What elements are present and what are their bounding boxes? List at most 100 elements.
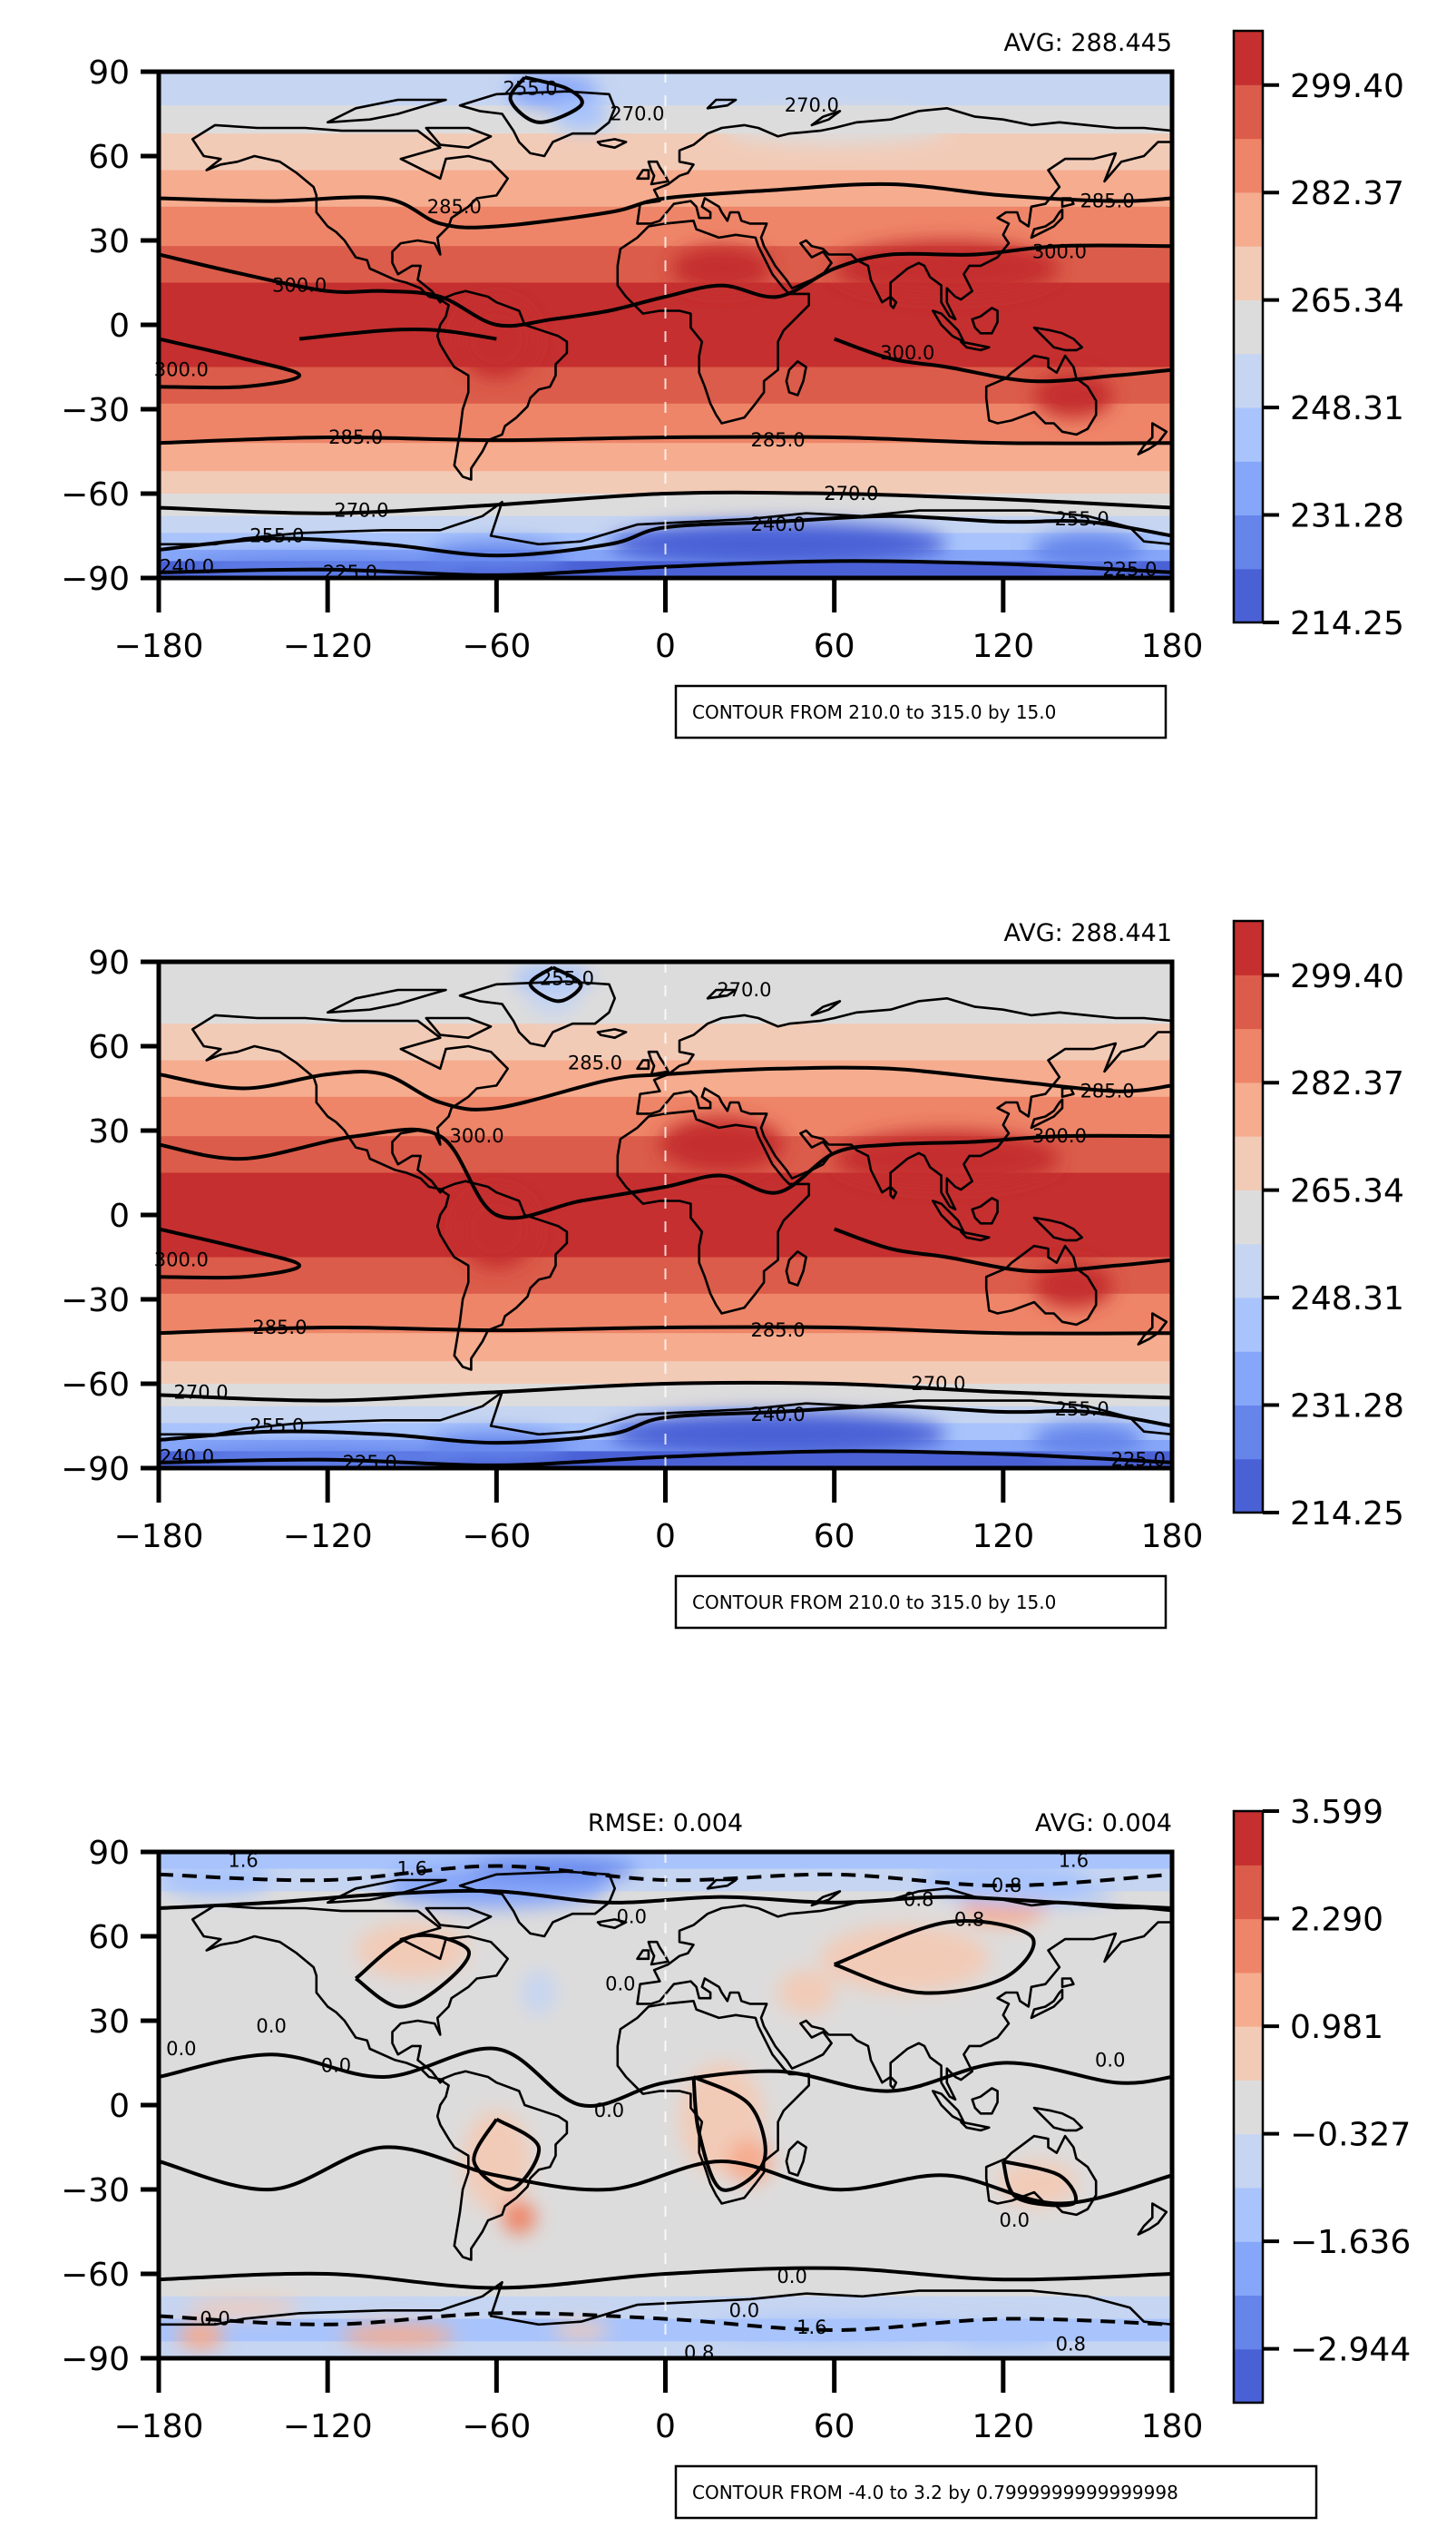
x-tick-label: −120 (283, 1518, 373, 1555)
colorbar-swatch (1234, 2133, 1263, 2189)
colorbar-swatch (1234, 1918, 1263, 1974)
color-region-5 (1033, 1262, 1113, 1308)
coastline-9 (1030, 1988, 1064, 2020)
coastline-13 (1032, 1216, 1083, 1242)
contour-label: 270.0 (824, 483, 878, 504)
color-region-8 (1031, 1423, 1144, 1457)
contour-note-box: CONTOUR FROM 210.0 to 315.0 by 15.0 (674, 1574, 1168, 1630)
contour-label-text: 285.0 (252, 1317, 307, 1338)
colorbar-swatch (1234, 1190, 1263, 1245)
contour-label: 255.0 (503, 78, 558, 100)
colorbar-swatch (1234, 353, 1263, 408)
contour-label: 300.0 (450, 1125, 504, 1147)
contour-label: 270.0 (785, 94, 839, 116)
colorbar-swatch (1234, 1458, 1263, 1513)
y-tick-label: −30 (61, 1282, 130, 1319)
coastline-21 (810, 1000, 842, 1017)
coastline-0 (191, 123, 509, 304)
contour-label: 285.0 (751, 429, 806, 451)
colorbar-swatch (1234, 1082, 1263, 1137)
coastline-7 (647, 160, 669, 186)
colorbar-tick-label: 248.31 (1290, 390, 1404, 427)
x-tick-label: −180 (114, 628, 204, 665)
coastline-2 (435, 1180, 569, 1371)
colorbar-swatch (1234, 975, 1263, 1030)
contour-line-0 (159, 1065, 1172, 1112)
contour-lines (159, 75, 1172, 577)
contour-label: 255.0 (249, 525, 304, 547)
contour-label-text: 300.0 (1032, 1125, 1087, 1147)
colorbar-tick-label: 265.34 (1290, 283, 1404, 320)
contour-label-text: 270.0 (717, 979, 771, 1001)
color-region-15 (708, 2318, 962, 2342)
contour-label-text: 0.8 (1056, 2334, 1086, 2356)
coastline-9 (1030, 208, 1064, 240)
coastline-16 (596, 1918, 628, 1929)
contour-line-4 (159, 2266, 1172, 2290)
contour-label: 285.0 (328, 426, 383, 448)
contour-line-3 (298, 328, 497, 341)
contour-label-text: 0.0 (166, 2038, 196, 2060)
coastline-17 (1137, 422, 1168, 455)
contour-label: 0.8 (904, 1889, 933, 1911)
coastline-8 (636, 169, 650, 181)
x-tick-label: 120 (972, 2408, 1034, 2445)
colorbar-swatch (1234, 2241, 1263, 2297)
x-tick-label: 180 (1141, 2408, 1204, 2445)
x-tick-label: 60 (814, 628, 855, 665)
coastline-8 (636, 1059, 650, 1071)
colorbar: 214.25 231.28 248.31 265.34 282.37 299.40 (1232, 919, 1404, 1533)
contour-label: 1.6 (796, 2316, 826, 2338)
contour-label-text: 0.0 (1000, 2209, 1030, 2231)
contour-line-3 (159, 2145, 1172, 2206)
coastline-10 (1060, 1977, 1075, 1989)
coastline-3 (616, 1110, 810, 1315)
x-tick-label: 120 (972, 628, 1034, 665)
colorbar-swatch (1234, 2295, 1263, 2350)
colorbar-swatch (1234, 1136, 1263, 1190)
coastline-14 (960, 2121, 991, 2132)
coastline-10 (1060, 1087, 1075, 1099)
y-tick-label: −90 (61, 561, 130, 598)
coastline-12 (971, 1197, 999, 1225)
contour-label-text: 0.0 (256, 2015, 286, 2037)
colorbar-swatch (1234, 1243, 1263, 1298)
color-region-3 (356, 1922, 469, 1979)
contour-line-9 (508, 75, 584, 124)
contour-label-text: 240.0 (751, 1404, 806, 1425)
colorbar-swatch (1234, 406, 1263, 462)
colorbar-tick-label: 214.25 (1290, 1495, 1404, 1533)
coastline-0 (191, 1014, 509, 1194)
contour-label: 0.0 (594, 2100, 624, 2121)
color-region-13 (178, 2321, 224, 2350)
contour-label-text: 300.0 (1032, 240, 1087, 262)
avg-title: AVG: 288.445 (1004, 29, 1172, 57)
y-tick-label: −90 (61, 2341, 130, 2378)
contour-line-8 (528, 965, 583, 1004)
colorbar-swatch (1234, 138, 1263, 193)
coastline-14 (960, 1230, 991, 1242)
coastline-1 (458, 980, 616, 1048)
contour-label-text: 270.0 (334, 500, 388, 522)
x-tick-label: 180 (1141, 628, 1204, 665)
y-tick-label: −60 (61, 2257, 130, 2294)
colorbar-tick-label: 282.37 (1290, 175, 1404, 212)
contour-label: 0.8 (1056, 2334, 1086, 2356)
coastline-21 (810, 110, 842, 127)
contour-line-7 (834, 1919, 1036, 1995)
contour-label: 0.0 (1000, 2209, 1030, 2231)
contour-label-text: 0.0 (605, 1974, 635, 1995)
coastline-22 (159, 2281, 1172, 2326)
x-tick-label: −60 (462, 1518, 531, 1555)
coastlines (159, 1870, 1172, 2326)
map-panel-1: 255.0 270.0 270.0 285.0 285.0 300.0 300.0 300.0… (61, 29, 1404, 739)
contour-label-text: 285.0 (568, 1053, 622, 1074)
coastlines (159, 90, 1172, 546)
color-region-0 (513, 965, 592, 994)
colorbar-swatch (1234, 514, 1263, 570)
x-tick-label: −60 (462, 628, 531, 665)
y-tick-label: 90 (88, 945, 130, 982)
contour-label-text: -0.8 (984, 1875, 1021, 1896)
contour-note-text: CONTOUR FROM -4.0 to 3.2 by 0.7999999999… (692, 2482, 1178, 2503)
rmse-title: RMSE: 0.004 (588, 1809, 743, 1837)
